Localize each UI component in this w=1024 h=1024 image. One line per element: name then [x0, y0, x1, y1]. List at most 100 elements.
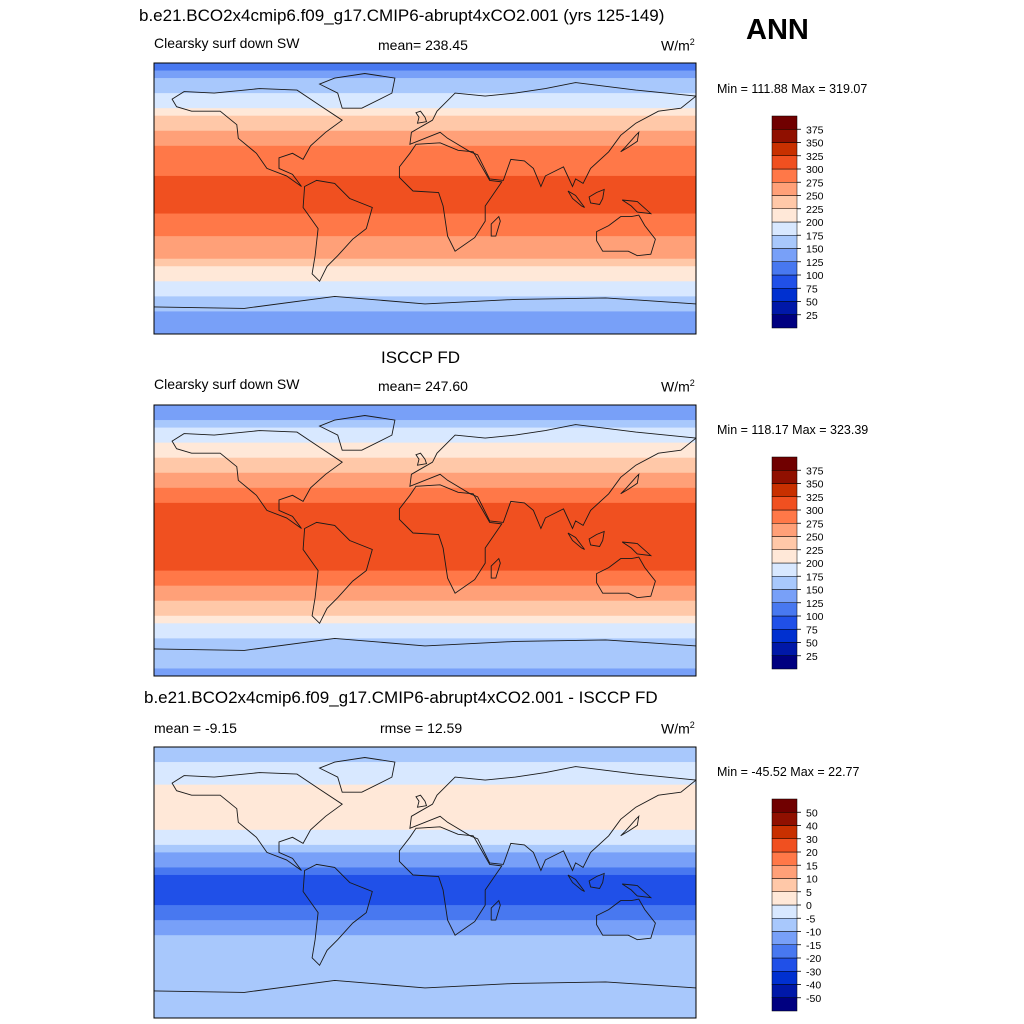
coastline-australia — [596, 214, 656, 257]
panel-3-rmse-label: rmse = 12.59 — [380, 720, 463, 736]
panel-2-variable-label: Clearsky surf down SW — [154, 376, 300, 392]
lat-band — [154, 281, 696, 290]
lat-band — [154, 93, 696, 102]
lat-band — [154, 645, 696, 655]
colorbar-label: 200 — [806, 217, 824, 229]
colorbar-box — [771, 483, 798, 497]
lat-band — [154, 615, 696, 624]
coastline-eurasia — [409, 424, 696, 530]
lat-band — [154, 829, 696, 838]
lat-band — [154, 495, 696, 504]
lat-band — [154, 251, 696, 260]
lat-band — [154, 130, 696, 139]
colorbar-label: 350 — [806, 479, 824, 491]
colorbar-label: 50 — [806, 807, 818, 819]
colorbar-box — [771, 629, 798, 643]
coastline-north-america — [171, 772, 343, 871]
colorbar-box — [771, 248, 798, 262]
lat-band — [154, 995, 696, 1004]
map-frame — [153, 404, 697, 677]
lat-band — [154, 570, 696, 579]
colorbar-box — [771, 576, 798, 590]
lat-band — [154, 822, 696, 831]
colorbar-box — [771, 195, 798, 209]
colorbar-label: -50 — [806, 993, 821, 1005]
lat-band — [154, 1002, 696, 1012]
panel-2-mean-label: mean= 247.60 — [378, 378, 468, 394]
colorbar-box — [771, 615, 798, 630]
coastline-antarctica-edge — [154, 295, 696, 309]
colorbar-box — [771, 851, 798, 866]
map-frame — [153, 746, 697, 1019]
lat-band — [154, 548, 696, 557]
lat-band — [154, 638, 696, 647]
panel-2-units: W/m2 — [661, 378, 695, 395]
colorbar-label: 375 — [806, 465, 824, 477]
colorbar-box — [771, 589, 798, 603]
colorbar-box — [771, 655, 798, 670]
coastline-south-america — [302, 179, 373, 283]
coastline-africa — [398, 142, 503, 252]
colorbar-box — [771, 971, 798, 985]
lat-band — [154, 653, 696, 662]
lat-band — [154, 108, 696, 117]
lat-band — [154, 852, 696, 861]
colorbar-box — [771, 288, 798, 302]
coastline-africa — [398, 826, 503, 936]
lat-band — [154, 138, 696, 147]
colorbar-label: 175 — [806, 230, 824, 242]
colorbar-label: 300 — [806, 505, 824, 517]
colorbar-box — [771, 878, 798, 892]
panel-1-variable-label: Clearsky surf down SW — [154, 35, 300, 51]
colorbar-label: 40 — [806, 821, 818, 833]
coastline-eurasia — [409, 766, 696, 872]
colorbar-box — [771, 957, 798, 972]
coastline-eurasia — [409, 82, 696, 188]
lat-band — [154, 510, 696, 519]
colorbar-label: 125 — [806, 598, 824, 610]
lat-band — [154, 555, 696, 564]
lat-band — [154, 123, 696, 132]
panel-1-minmax: Min = 111.88 Max = 319.07 — [717, 82, 868, 96]
colorbar-box — [771, 931, 798, 945]
lat-band — [154, 183, 696, 192]
lat-band — [154, 450, 696, 459]
coastline-south-america — [302, 521, 373, 625]
colorbar-label: 20 — [806, 847, 818, 859]
colorbar-label: 75 — [806, 624, 818, 636]
coastline-japan — [620, 472, 640, 495]
colorbar-label: 100 — [806, 270, 824, 282]
panel-3-mean-label: mean = -9.15 — [154, 720, 237, 736]
lat-band — [154, 942, 696, 951]
panel-3-title: b.e21.BCO2x4cmip6.f09_g17.CMIP6-abrupt4x… — [144, 688, 658, 707]
lat-band — [154, 844, 696, 853]
lat-band — [154, 563, 696, 572]
colorbar-box — [771, 865, 798, 879]
lat-band — [154, 965, 696, 974]
lat-band — [154, 221, 696, 230]
colorbar-box — [771, 891, 798, 906]
lat-band — [154, 487, 696, 496]
colorbar-box — [771, 838, 798, 853]
lat-band — [154, 405, 696, 414]
colorbar-label: 75 — [806, 283, 818, 295]
coastline-borneo — [588, 530, 605, 547]
colorbar-box — [771, 602, 798, 617]
lat-band — [154, 318, 696, 328]
coastline-sumatra — [567, 874, 585, 892]
lat-band — [154, 266, 696, 275]
lat-band — [154, 457, 696, 466]
colorbar-label: 250 — [806, 191, 824, 203]
lat-band — [154, 874, 696, 884]
colorbar-label: 150 — [806, 244, 824, 256]
colorbar-label: 175 — [806, 571, 824, 583]
coastline-madagascar — [490, 899, 501, 921]
lat-band — [154, 243, 696, 252]
lat-band — [154, 175, 696, 185]
colorbar-box — [771, 456, 798, 471]
lat-band — [154, 326, 696, 334]
colorbar-box — [771, 496, 798, 511]
